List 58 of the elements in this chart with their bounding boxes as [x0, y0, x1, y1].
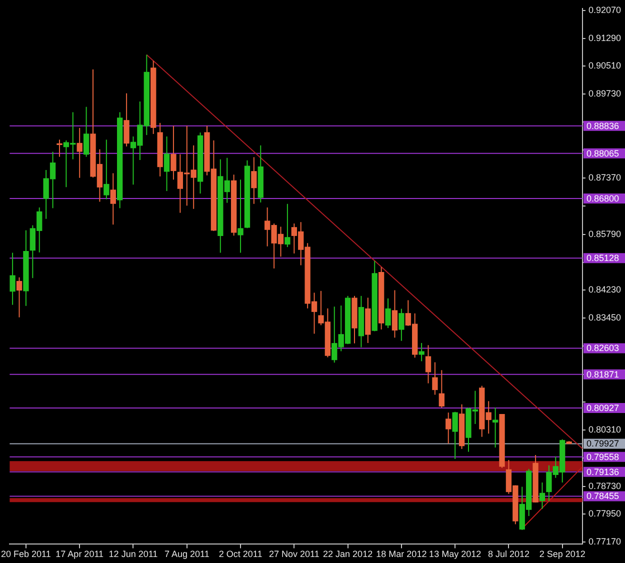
candlestick [446, 412, 452, 444]
ref-line-label: 0.85128 [586, 253, 620, 264]
candlestick [425, 344, 432, 384]
candlestick [251, 156, 257, 204]
y-tick-label: 0.85790 [588, 229, 622, 240]
x-tick-label: 18 Mar 2012 [376, 549, 427, 560]
candlestick [492, 407, 498, 448]
y-tick-label: 0.91290 [588, 32, 622, 43]
y-tick-label: 0.90510 [588, 60, 622, 71]
ref-line-label: 0.79927 [586, 438, 620, 449]
x-tick-label: 13 May 2012 [429, 549, 482, 560]
ref-line-label: 0.82603 [586, 343, 620, 354]
candlestick [104, 139, 110, 200]
x-tick-label: 27 Nov 2011 [268, 549, 320, 560]
ref-line-label: 0.88836 [586, 120, 620, 131]
candlestick [438, 370, 444, 408]
candlestick [418, 342, 424, 362]
candlestick [170, 125, 176, 180]
x-tick-label: 20 Feb 2011 [1, 549, 51, 560]
candlestick [238, 179, 244, 254]
candlestick [452, 411, 458, 460]
y-tick-label: 0.83450 [588, 312, 622, 323]
x-tick-label: 17 Apr 2011 [56, 549, 104, 560]
candlestick [385, 298, 391, 329]
ref-line-label: 0.80927 [586, 403, 620, 414]
y-tick-label: 0.89730 [588, 88, 622, 98]
ref-line-label: 0.79558 [586, 452, 620, 462]
x-tick-label: 8 Jul 2012 [488, 549, 530, 560]
ref-line-label: 0.81871 [586, 369, 620, 380]
ref-line-label: 0.86800 [586, 194, 620, 204]
ref-line-label: 0.88065 [586, 148, 620, 158]
y-tick-label: 0.92070 [588, 5, 622, 16]
candlestick [76, 127, 82, 178]
candlestick [164, 136, 170, 192]
candlestick [124, 92, 130, 147]
x-tick-label: 2 Sep 2012 [539, 549, 586, 560]
ref-line-label: 0.79136 [586, 466, 620, 477]
x-tick-label: 12 Jun 2011 [108, 549, 158, 560]
x-tick-label: 22 Jan 2012 [323, 549, 373, 560]
candlestick [56, 139, 62, 158]
candlestick [10, 252, 16, 306]
y-tick-label: 0.77950 [588, 508, 622, 519]
candlestick [110, 172, 116, 226]
candlestick [284, 203, 290, 248]
y-tick-label: 0.87370 [588, 172, 622, 183]
y-tick-label: 0.84230 [588, 284, 622, 295]
x-tick-label: 2 Oct 2011 [218, 549, 262, 560]
candlestick [539, 482, 546, 510]
y-tick-label: 0.77170 [588, 536, 622, 547]
candlestick [432, 362, 438, 396]
ref-line-label: 0.78455 [586, 491, 620, 502]
candlestick [83, 106, 90, 158]
y-tick-label: 0.78730 [588, 480, 622, 491]
candlestick [398, 308, 404, 342]
candlestick [16, 276, 22, 318]
candlestick [392, 290, 398, 338]
y-tick-label: 0.80310 [588, 424, 622, 435]
x-tick-label: 7 Aug 2011 [164, 549, 210, 560]
